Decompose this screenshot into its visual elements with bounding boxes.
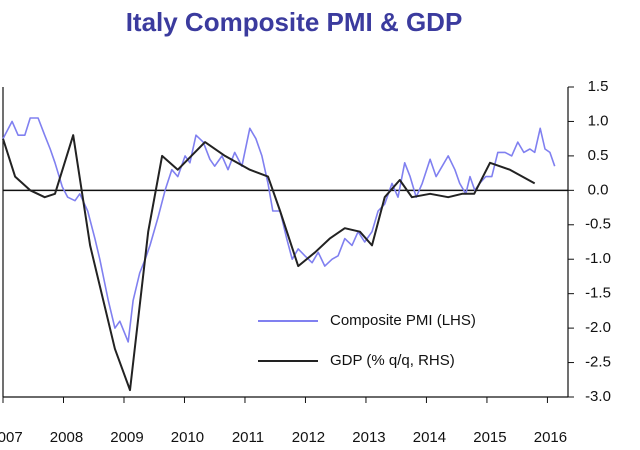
y2-tick-label: -1.5	[585, 285, 611, 302]
x-tick-label: 2013	[352, 429, 385, 446]
y2-tick-label: -2.0	[585, 319, 611, 336]
series-line	[2, 134, 536, 392]
y2-tick-label: -2.5	[585, 354, 611, 371]
x-tick-label: 2010	[171, 429, 204, 446]
x-tick-label: 2007	[0, 429, 23, 446]
x-tick-label: 2012	[292, 429, 325, 446]
y2-tick-label: 1.0	[588, 112, 609, 129]
series-line	[2, 117, 556, 343]
x-tick-label: 2014	[413, 429, 446, 446]
x-tick-label: 2008	[50, 429, 83, 446]
legend-label: GDP (% q/q, RHS)	[330, 352, 455, 369]
y2-tick-label: -1.0	[585, 250, 611, 267]
legend-label: Composite PMI (LHS)	[330, 312, 476, 329]
y2-tick-label: 1.5	[588, 78, 609, 95]
y2-tick-label: -0.5	[585, 216, 611, 233]
x-tick-label: 2016	[534, 429, 567, 446]
x-tick-label: 2015	[473, 429, 506, 446]
chart-title: Italy Composite PMI & GDP	[126, 7, 463, 37]
x-tick-label: 2009	[110, 429, 143, 446]
y2-tick-label: 0.5	[588, 147, 609, 164]
x-tick-label: 2011	[232, 429, 264, 446]
y2-tick-label: -3.0	[585, 388, 611, 405]
y2-tick-label: 0.0	[588, 181, 609, 198]
